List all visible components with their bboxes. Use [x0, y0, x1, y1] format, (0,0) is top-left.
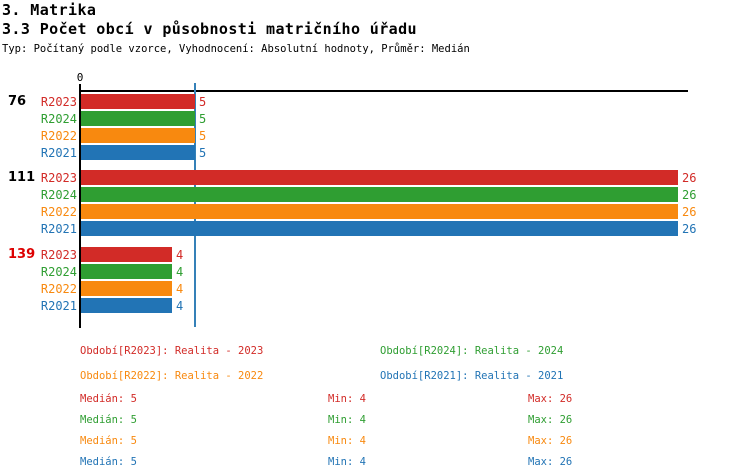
y-axis-line: [79, 90, 81, 328]
legend-item-r2024: Období[R2024]: Realita - 2024: [380, 345, 564, 357]
bar-value-label: 5: [199, 95, 207, 109]
bar-value-label: 26: [682, 222, 697, 236]
stat-min-r2021: Min: 4: [328, 456, 366, 468]
bar-value-label: 5: [199, 146, 207, 160]
x-axis-zero-label: 0: [76, 71, 84, 84]
group-label-111: 111: [8, 170, 36, 185]
stat-max-r2023: Max: 26: [528, 393, 573, 405]
bar-row-label-r2024: R2024: [40, 112, 77, 126]
stat-min-r2024: Min: 4: [328, 414, 366, 426]
stat-max-r2024: Max: 26: [528, 414, 573, 426]
bar-row-label-r2024: R2024: [40, 265, 77, 279]
bar-row-label-r2021: R2021: [40, 299, 77, 313]
stat-median-r2023: Medián: 5: [80, 393, 137, 405]
legend-item-r2023: Období[R2023]: Realita - 2023: [80, 345, 264, 357]
bar-r2024-group3: [81, 264, 172, 279]
bar-row-label-r2024: R2024: [40, 188, 77, 202]
bar-row-label-r2021: R2021: [40, 146, 77, 160]
stat-min-r2022: Min: 4: [328, 435, 366, 447]
bar-row-label-r2022: R2022: [40, 205, 77, 219]
stat-median-r2024: Medián: 5: [80, 414, 137, 426]
group-label-76: 76: [8, 94, 27, 109]
bar-row-label-r2022: R2022: [40, 129, 77, 143]
stat-median-r2021: Medián: 5: [80, 456, 137, 468]
bar-value-label: 5: [199, 112, 207, 126]
legend-item-r2022: Období[R2022]: Realita - 2022: [80, 370, 264, 382]
chart-title: 3.3 Počet obcí v působnosti matričního ú…: [2, 20, 417, 38]
stat-min-r2023: Min: 4: [328, 393, 366, 405]
bar-r2022-group2: [81, 204, 678, 219]
x-axis-zero-tick: [79, 84, 81, 90]
bar-value-label: 26: [682, 188, 697, 202]
group-label-139: 139: [8, 247, 36, 262]
bar-r2021-group1: [81, 145, 195, 160]
bar-r2021-group3: [81, 298, 172, 313]
bar-r2024-group2: [81, 187, 678, 202]
stat-median-r2022: Medián: 5: [80, 435, 137, 447]
bar-value-label: 5: [199, 129, 207, 143]
bar-r2024-group1: [81, 111, 195, 126]
stat-max-r2021: Max: 26: [528, 456, 573, 468]
legend-item-r2021: Období[R2021]: Realita - 2021: [380, 370, 564, 382]
bar-value-label: 26: [682, 205, 697, 219]
bar-value-label: 4: [176, 282, 184, 296]
report-title: 3. Matrika: [2, 1, 97, 19]
bar-row-label-r2023: R2023: [40, 248, 77, 262]
bar-row-label-r2023: R2023: [40, 95, 77, 109]
bar-r2023-group2: [81, 170, 678, 185]
bar-value-label: 4: [176, 265, 184, 279]
bar-r2021-group2: [81, 221, 678, 236]
x-axis-line: [80, 90, 688, 92]
bar-value-label: 26: [682, 171, 697, 185]
bar-r2023-group1: [81, 94, 195, 109]
bar-r2022-group3: [81, 281, 172, 296]
chart-meta-line: Typ: Počítaný podle vzorce, Vyhodnocení:…: [2, 43, 470, 55]
bar-r2022-group1: [81, 128, 195, 143]
bar-row-label-r2023: R2023: [40, 171, 77, 185]
bar-value-label: 4: [176, 299, 184, 313]
bar-row-label-r2022: R2022: [40, 282, 77, 296]
stat-max-r2022: Max: 26: [528, 435, 573, 447]
bar-row-label-r2021: R2021: [40, 222, 77, 236]
bar-value-label: 4: [176, 248, 184, 262]
bar-r2023-group3: [81, 247, 172, 262]
